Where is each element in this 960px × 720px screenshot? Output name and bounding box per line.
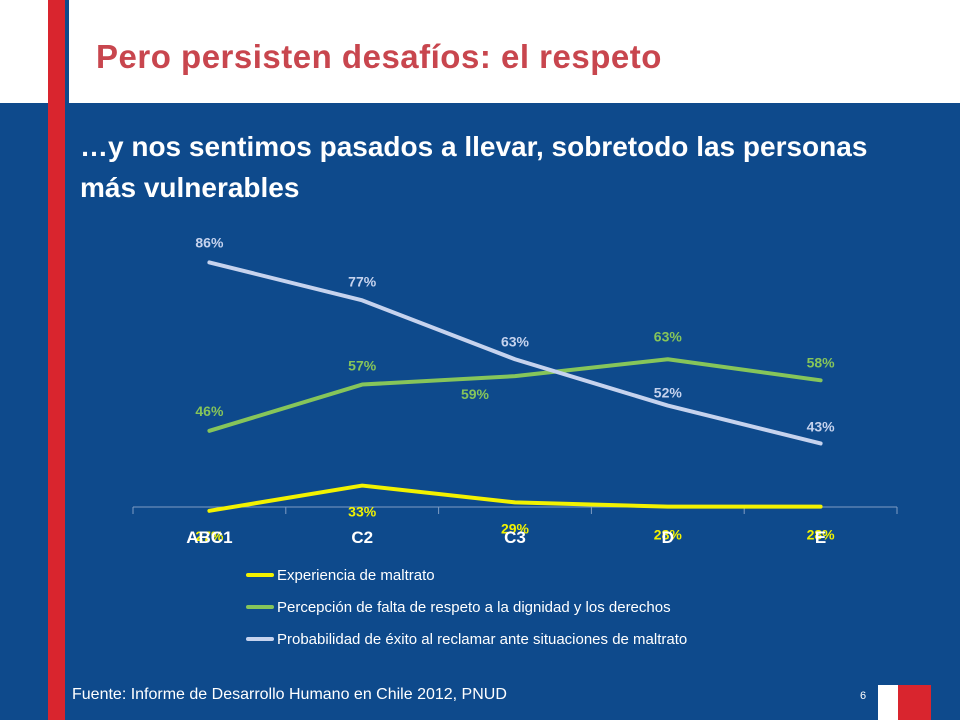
- data-label: 27%: [195, 528, 224, 544]
- data-label: 46%: [195, 403, 224, 419]
- legend-label: Probabilidad de éxito al reclamar ante s…: [277, 631, 687, 648]
- data-label: 29%: [501, 520, 530, 536]
- slide-title: Pero persisten desafíos: el respeto: [96, 38, 662, 75]
- series-lines: [207, 260, 823, 513]
- data-label: 63%: [501, 333, 530, 349]
- legend-label: Experiencia de maltrato: [277, 567, 435, 584]
- page-number: 6: [860, 690, 867, 702]
- slide-subtitle: …y nos sentimos pasados a llevar, sobret…: [80, 131, 868, 203]
- series-line: [207, 260, 823, 446]
- category-label: C3: [504, 528, 526, 547]
- series-line: [207, 357, 823, 433]
- data-label: 59%: [461, 386, 490, 402]
- data-label: 77%: [348, 273, 377, 289]
- data-label: 52%: [654, 385, 683, 401]
- series-line: [207, 483, 823, 513]
- data-label: 28%: [654, 527, 683, 543]
- category-label: C2: [351, 528, 373, 547]
- legend: Experiencia de maltrato Percepción de fal…: [246, 567, 687, 648]
- corner-decoration-red: [898, 685, 931, 720]
- data-label: 43%: [807, 418, 836, 434]
- data-label: 28%: [807, 527, 836, 543]
- source-note: Fuente: Informe de Desarrollo Humano en …: [72, 686, 507, 703]
- data-label: 63%: [654, 328, 683, 344]
- data-label: 58%: [807, 354, 836, 370]
- accent-bar: [48, 0, 65, 720]
- data-labels: 27% 33% 29% 28% 28% 46% 57% 59% 63% 58% 86% 77% 63% 5…: [195, 234, 835, 543]
- data-label: 57%: [348, 358, 377, 374]
- data-label: 86%: [195, 234, 224, 250]
- accent-bar-shadow: [65, 0, 69, 103]
- category-labels: ABC1 C2 C3 D E: [186, 528, 826, 547]
- corner-decoration-white: [878, 685, 898, 720]
- slide-header: [0, 0, 960, 103]
- category-label: D: [662, 528, 674, 547]
- category-label: ABC1: [186, 528, 232, 547]
- data-label: 33%: [348, 504, 377, 520]
- legend-label: Percepción de falta de respeto a la dign…: [277, 599, 671, 616]
- category-label: E: [815, 528, 826, 547]
